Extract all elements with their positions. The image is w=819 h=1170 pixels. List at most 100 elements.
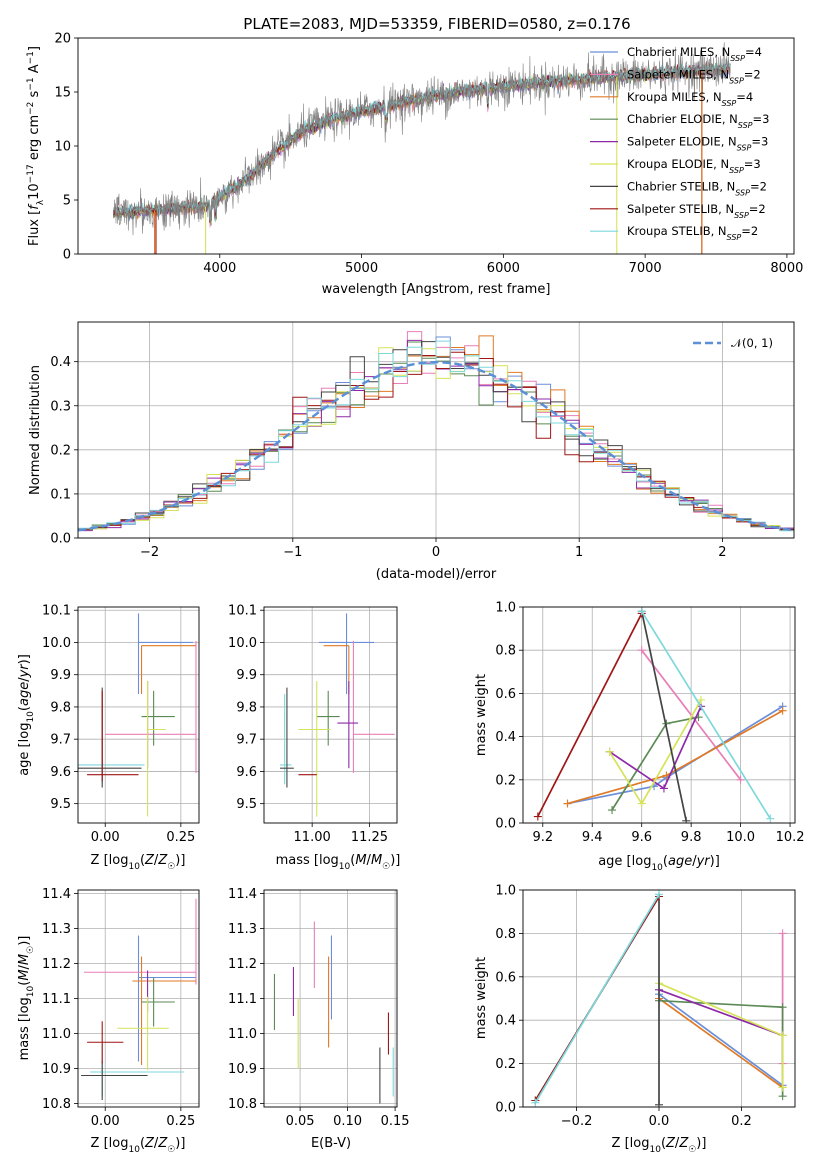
mass-vs-Z-ylabel-part: ☉ [26,946,36,954]
residuals-xlabel: (data-model)/error [376,567,497,582]
weight-vs-age-marker [608,806,617,815]
residuals-ylabel: Normed distribution [28,365,43,495]
age-vs-Z-ylabel-part: age [log [17,723,32,776]
weight-vs-age-ytick-label: 1.0 [495,601,516,616]
residuals-xtick-label: 0 [432,545,440,560]
spectrum-legend: Chabrier MILES, NSSP=4 Salpeter MILES, NS… [590,45,769,242]
weight-vs-age-marker [766,814,775,823]
weight-vs-age-marker [736,775,745,784]
mass-vs-Z-xlabel-part: Z [157,1136,168,1151]
weight-vs-age-marker [533,812,542,821]
spectrum-legend-label: Chabrier ELODIE, NSSP=3 [627,112,769,130]
age-vs-Z-ytick-label: 9.7 [50,733,71,748]
weight-vs-Z-xtick-label: −0.2 [561,1114,593,1129]
legend-subscript: SSP [722,98,737,107]
weight-vs-Z-marker [778,1092,787,1101]
age-vs-mass-ytick-label: 10.1 [228,604,257,619]
weight-vs-Z-ytick-label: 0.4 [495,1014,516,1029]
mass-vs-Z-ytick-label: 11.4 [42,887,71,902]
spectrum-ytick-label: 15 [54,86,71,101]
mass-vs-Z-ytick-label: 10.8 [42,1097,71,1112]
spectrum-legend-label: Kroupa STELIB, NSSP=2 [627,224,758,242]
weight-vs-age-series-line [640,610,772,820]
weight-vs-age-ytick-label: 0.2 [495,773,516,788]
spectrum-legend-label: Salpeter STELIB, NSSP=2 [627,202,766,220]
weight-vs-Z-marker [655,1100,663,1107]
weight-vs-age-marker [637,799,646,808]
weight-vs-Z-xtick-label: 0.2 [731,1114,752,1129]
spectrum-axes: 4000 5000 6000 7000 8000 0 5 10 15 20 [54,32,803,277]
weight-vs-age-series-line [567,705,784,805]
weight-vs-age-series-line [611,716,699,811]
weight-vs-age-series-line [537,613,643,817]
age-vs-Z-xlabel-part: 10 [128,862,140,872]
weight-vs-Z-ylabel-part: mass weight [474,957,489,1039]
weight-vs-age-xtick-label: 10.0 [726,830,755,845]
age-vs-mass-xlabel-part: / [367,853,372,868]
mass-vs-ebv-ytick-label: 11.0 [228,1027,257,1042]
mass-vs-Z-ylabel: mass [log10(M/M☉)] [17,936,36,1061]
weight-vs-Z-series-line [658,989,783,1037]
weight-vs-Z-series-line [658,999,784,1097]
mass-vs-ebv-xtick-label: 0.05 [286,1114,315,1129]
weight-vs-age-marker [563,799,572,808]
mass-vs-ebv-ytick-label: 11.4 [228,887,257,902]
age-vs-Z-xlabel-part: Z [157,853,168,868]
age-vs-mass-xlabel: mass [log10(M/M☉)] [276,853,401,872]
weight-vs-Z-plot [531,890,787,1107]
figure-title: PLATE=2083, MJD=53359, FIBERID=0580, z=0… [243,15,630,33]
mass-vs-Z-xlabel-part: ( [140,1136,145,1151]
mass-vs-Z-ylabel-part: 10 [26,985,36,997]
weight-vs-age-xlabel-part: age [668,854,692,869]
spectrum-ylabel-part: −2 [26,102,36,115]
spectrum-ylabel-part: s [27,90,42,101]
mass-vs-ebv-grid [264,890,397,1107]
weight-vs-Z-axes: −0.2 0.0 0.2 0.0 0.2 0.4 0.6 0.8 1.0 [495,884,796,1129]
age-vs-mass-ytick-label: 9.8 [236,700,257,715]
age-vs-Z-axes: 0.00 0.25 9.5 9.6 9.7 9.8 9.9 10.0 10.1 [42,604,200,845]
spectrum-ylabel-part: −17 [26,164,36,183]
mass-vs-Z-xlabel-part: ☉ [167,1145,175,1155]
age-vs-mass-xlabel-part: ( [350,853,355,868]
residuals-xtick-label: −2 [140,545,159,560]
age-vs-Z-ytick-label: 9.8 [50,700,71,715]
age-vs-Z-ylabel-part: / [17,677,32,682]
age-vs-mass-xtick-label: 11.25 [351,830,388,845]
weight-vs-age-marker [637,607,646,616]
axes-frame [522,889,796,1108]
spectrum-xtick-label: 5000 [345,261,378,276]
mass-vs-Z-ylabel-part: M [17,969,32,980]
mass-vs-ebv-xlabel-part: E(B-V) [311,1136,351,1151]
weight-vs-age-plot [533,607,787,823]
residuals-ytick-label: 0.1 [50,487,71,502]
mass-vs-Z-ylabel-part: / [17,964,32,969]
spectrum-legend-label: Kroupa ELODIE, NSSP=3 [627,157,761,175]
spectrum-xlabel-part: wavelength [Angstrom, rest frame] [322,282,551,297]
spectrum-ylabel-part: A [27,64,42,77]
weight-vs-age-xlabel-part: age [log [598,854,651,869]
age-vs-Z-ylabel-part: yr [17,663,32,679]
axes-frame [77,889,200,1108]
age-vs-Z-ylabel-part: ( [17,706,32,711]
weight-vs-age-xtick-label: 9.2 [532,830,553,845]
legend-subscript: SSP [727,233,742,242]
weight-vs-Z-marker [778,1083,787,1092]
mass-vs-ebv-xtick-label: 0.15 [381,1114,410,1129]
spectrum-ylabel-part: λ [36,199,46,205]
weight-vs-Z-xlabel-part: / [675,1136,680,1151]
weight-vs-Z-marker [778,929,787,938]
weight-vs-age-xlabel-part: yr [696,854,712,869]
spectrum-xtick-label: 7000 [629,261,662,276]
age-vs-Z-xlabel-part: )] [175,853,185,868]
weight-vs-Z-series-line [534,893,660,1104]
weight-vs-Z-marker [778,1031,787,1040]
weight-vs-Z-xlabel: Z [log10(Z/Z☉)] [612,1136,707,1155]
age-vs-mass-ytick-label: 9.7 [236,733,257,748]
weight-vs-Z-xtick-label: 0.0 [649,1114,670,1129]
weight-vs-Z-ylabel: mass weight [474,957,489,1039]
age-vs-Z-xtick-label: 0.25 [166,830,195,845]
legend-subscript: SSP [737,143,752,152]
weight-vs-Z-ytick-label: 0.8 [495,927,516,942]
weight-vs-Z-xlabel-part: 10 [649,1145,661,1155]
weight-vs-age-ytick-label: 0.8 [495,644,516,659]
